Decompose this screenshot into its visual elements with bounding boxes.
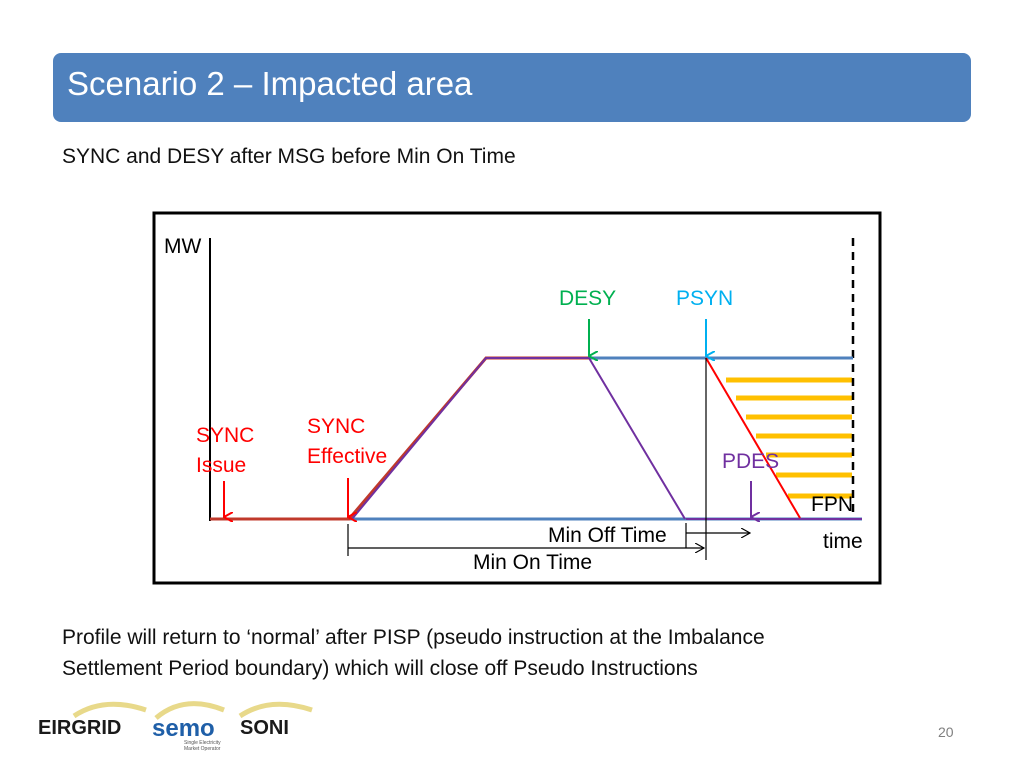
desy-label: DESY [559,287,616,310]
sync-effective-label-line1: SYNC [307,415,365,438]
semo-tagline-2: Market Operator [184,746,221,752]
psyn-label: PSYN [676,287,733,310]
hatch-region [726,377,852,499]
eirgrid-wordmark: EIRGRID [38,717,121,739]
footer-line-2: Settlement Period boundary) which will c… [62,657,698,680]
page-number: 20 [938,724,954,740]
x-axis-label: time [823,530,863,553]
eirgrid-logo: EIRGRID [38,701,147,739]
semo-logo: semo Single Electricity Market Operator [152,701,225,752]
footer-line-1: Profile will return to ‘normal’ after PI… [62,626,765,649]
slide-title: Scenario 2 – Impacted area [67,65,473,102]
soni-logo: SONI [238,701,313,739]
min-off-time-label: Min Off Time [548,524,667,547]
title-bar: Scenario 2 – Impacted area [53,53,971,122]
min-on-time-label: Min On Time [473,551,592,574]
pdes-label: PDES [722,450,779,473]
footer-note: Profile will return to ‘normal’ after PI… [62,622,962,684]
logo-strip: EIRGRID semo Single Electricity Market O… [38,701,313,752]
semo-tagline-1: Single Electricity [184,740,221,746]
y-axis-label: MW [164,235,201,258]
slide-subtitle: SYNC and DESY after MSG before Min On Ti… [62,145,516,168]
semo-wordmark: semo [152,715,215,742]
soni-wordmark: SONI [240,717,289,739]
fpn-label: FPN [811,493,853,516]
sync-effective-label-line2: Effective [307,445,387,468]
sync-issue-label-line2: Issue [196,454,246,477]
desy-profile-line [351,357,686,520]
psyn-ramp-line [705,357,801,519]
sync-issue-label-line1: SYNC [196,424,254,447]
